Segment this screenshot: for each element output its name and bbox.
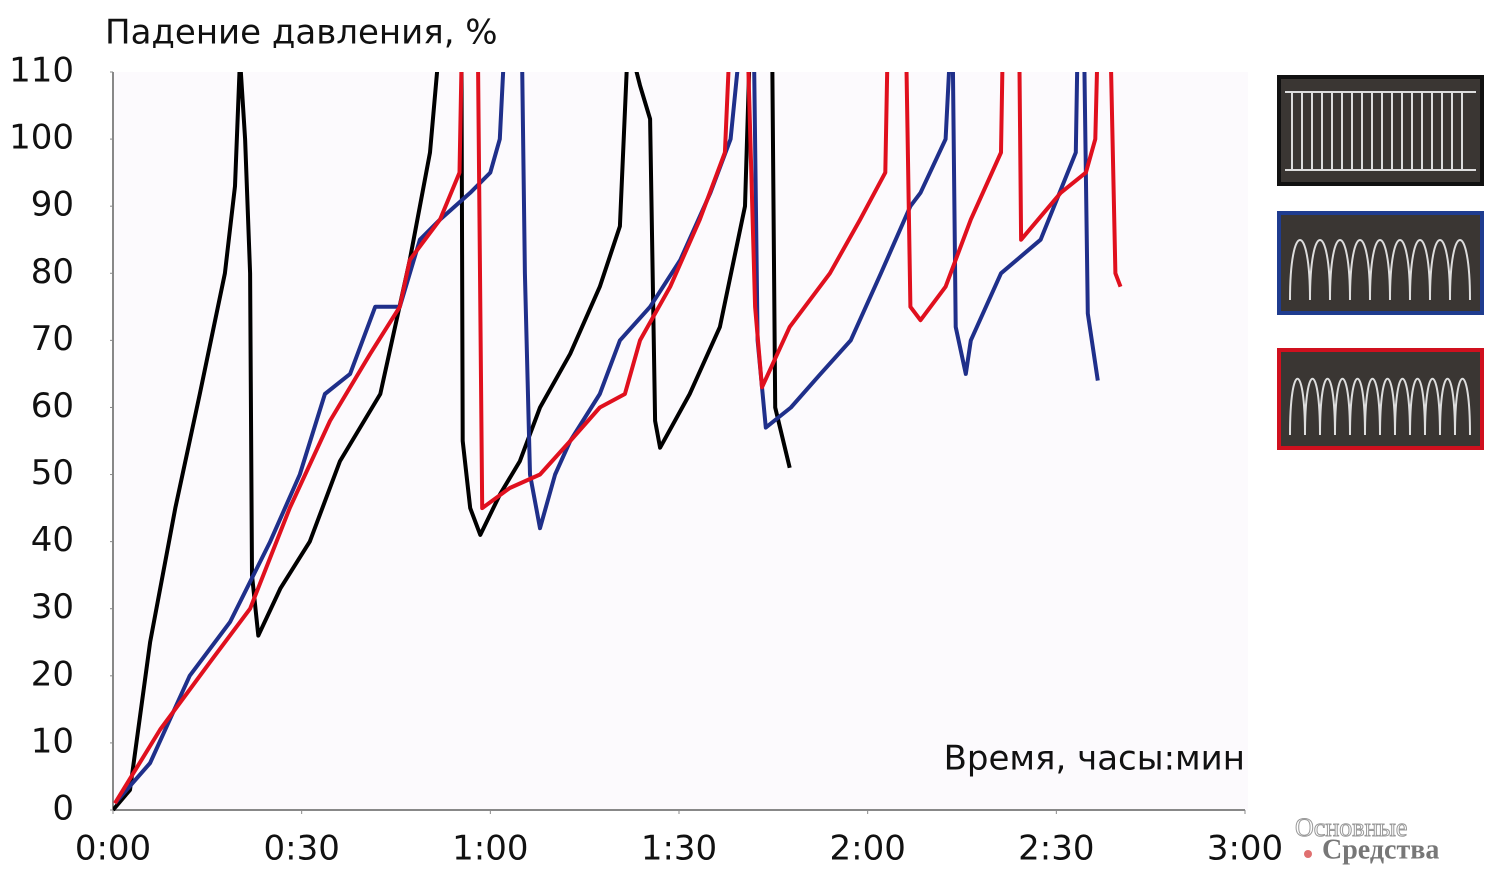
watermark: Средства bbox=[1322, 834, 1439, 865]
series-line bbox=[113, 72, 792, 812]
watermark: Основные bbox=[1295, 813, 1407, 842]
chart-title: Падение давления, % bbox=[105, 13, 498, 53]
y-tick-label: 30 bbox=[31, 587, 74, 627]
x-tick-label: 2:00 bbox=[829, 829, 905, 869]
plot-lines bbox=[113, 72, 1123, 812]
y-tick-label: 20 bbox=[31, 654, 74, 694]
y-tick-label: 0 bbox=[52, 789, 74, 829]
inset-pattern bbox=[1285, 91, 1476, 171]
watermark-dot bbox=[1304, 850, 1312, 858]
y-tick-label: 80 bbox=[31, 252, 74, 292]
y-tick-label: 100 bbox=[9, 118, 74, 158]
y-tick-label: 70 bbox=[31, 319, 74, 359]
y-tick-label: 10 bbox=[31, 721, 74, 761]
x-axis-label: Время, часы:мин bbox=[944, 739, 1245, 779]
series-line bbox=[113, 72, 1123, 805]
x-tick-label: 0:00 bbox=[75, 829, 151, 869]
x-tick-label: 1:00 bbox=[452, 829, 528, 869]
x-tick-label: 0:30 bbox=[263, 829, 339, 869]
x-tick-label: 3:00 bbox=[1207, 829, 1283, 869]
y-tick-label: 60 bbox=[31, 386, 74, 426]
x-tick-label: 2:30 bbox=[1018, 829, 1094, 869]
x-tick-label: 1:30 bbox=[641, 829, 717, 869]
y-tick-label: 40 bbox=[31, 520, 74, 560]
y-tick-label: 90 bbox=[31, 185, 74, 225]
y-tick-label: 110 bbox=[9, 51, 74, 91]
y-tick-label: 50 bbox=[31, 453, 74, 493]
inset-pattern bbox=[1289, 378, 1471, 436]
plot-area bbox=[113, 72, 1248, 810]
inset-pattern bbox=[1289, 239, 1471, 301]
inset-images bbox=[1277, 75, 1484, 450]
